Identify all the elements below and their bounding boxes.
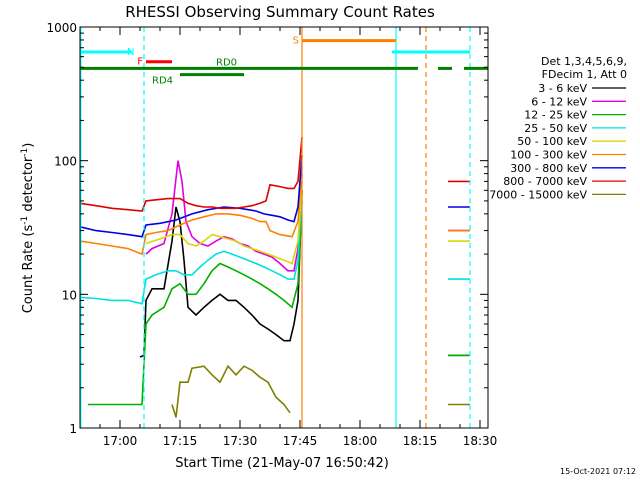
legend-entry-label-5: 50 - 100 keV: [517, 135, 587, 148]
series-line-9: [171, 364, 291, 418]
plot-area: NF S RD0 RD4 1 10 100 1000 17:00 17:15 17:30 17:45 1…: [46, 21, 497, 448]
legend-entry-label-1: 3 - 6 keV: [538, 82, 587, 95]
legend-entry-label-4: 25 - 50 keV: [524, 122, 587, 135]
legend-entry-label-7: 300 - 800 keV: [510, 162, 587, 175]
state-label-s: S: [293, 36, 299, 47]
state-label-f: F: [137, 57, 143, 68]
state-label-rd4: RD4: [152, 76, 173, 87]
state-label-rd0: RD0: [216, 57, 237, 68]
x-tick-label-7: 18:30: [463, 434, 498, 448]
series-line-3: [88, 200, 303, 406]
y-tick-label-2: 10: [62, 288, 77, 302]
legend-entry-label-3: 12 - 25 keV: [524, 109, 587, 122]
x-tick-label-2: 17:15: [163, 434, 198, 448]
series-line-2: [145, 160, 303, 272]
x-tick-label-6: 18:15: [403, 434, 438, 448]
legend-entry-label-9: 7000 - 15000 keV: [489, 188, 587, 201]
series-line-6: [79, 166, 303, 256]
x-tick-label-5: 18:00: [343, 434, 378, 448]
series-line-5: [145, 181, 303, 265]
y-axis-label: Count Rate (s-1 detector-1): [20, 143, 36, 314]
y-tick-label-4: 1000: [46, 21, 77, 35]
legend-entry-label-8: 800 - 7000 keV: [503, 175, 587, 188]
y-tick-label-1: 1: [69, 422, 77, 436]
y-tick-label-3: 100: [54, 155, 77, 169]
legend-header-line-2: FDecim 1, Att 0: [542, 68, 627, 81]
legend-entry-label-6: 100 - 300 keV: [510, 149, 587, 162]
legend-header-line-1: Det 1,3,4,5,6,9,: [541, 55, 627, 68]
x-axis-label: Start Time (21-May-07 16:50:42): [175, 456, 389, 471]
series-line-1: [139, 190, 303, 358]
series-line-7: [79, 155, 303, 238]
series-line-8: [79, 137, 303, 212]
state-label-n: N: [127, 47, 134, 58]
x-tick-label-3: 17:30: [223, 434, 258, 448]
x-tick-label-4: 17:45: [283, 434, 318, 448]
legend-entry-label-2: 6 - 12 keV: [531, 95, 587, 108]
x-tick-label-1: 17:00: [103, 434, 138, 448]
legend: Det 1,3,4,5,6,9, FDecim 1, Att 0 3 - 6 k…: [489, 55, 627, 201]
footer-timestamp: 15-Oct-2021 07:12: [560, 467, 636, 476]
plot-frame: [79, 26, 489, 429]
series-line-4: [79, 190, 303, 305]
chart-title: RHESSI Observing Summary Count Rates: [125, 3, 435, 21]
